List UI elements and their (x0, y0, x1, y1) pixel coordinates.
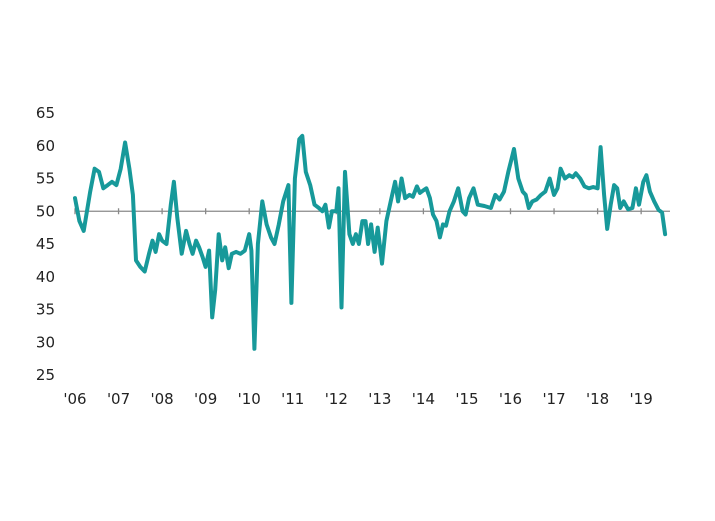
x-axis-tick-labels: '06 '07 '08 '09 '10 '11 '12 '13 '14 '15 '16 '17 '18 '… (63, 390, 652, 408)
x-tick-label: '14 (412, 390, 435, 408)
x-tick-label: '06 (63, 390, 86, 408)
y-tick-label: 25 (36, 366, 55, 384)
x-tick-label: '10 (238, 390, 261, 408)
x-tick-label: '11 (281, 390, 304, 408)
x-tick-label: '13 (368, 390, 391, 408)
y-tick-label: 45 (36, 235, 55, 253)
x-tick-label: '09 (194, 390, 217, 408)
y-tick-label: 40 (36, 268, 55, 286)
x-tick-label: '19 (630, 390, 653, 408)
y-tick-label: 60 (36, 137, 55, 155)
y-tick-label: 50 (36, 202, 55, 220)
x-tick-label: '17 (542, 390, 565, 408)
series-line (73, 133, 668, 351)
x-tick-label: '12 (325, 390, 348, 408)
y-tick-label: 35 (36, 301, 55, 319)
x-tick-label: '16 (499, 390, 522, 408)
x-tick-label: '18 (586, 390, 609, 408)
y-axis-tick-labels: 25 30 35 40 45 50 55 60 65 (36, 104, 55, 384)
x-tick-label: '08 (150, 390, 173, 408)
series-group (73, 133, 668, 351)
y-tick-label: 30 (36, 333, 55, 351)
y-tick-label: 65 (36, 104, 55, 122)
x-tick-label: '15 (455, 390, 478, 408)
y-tick-label: 55 (36, 170, 55, 188)
x-tick-label: '07 (107, 390, 130, 408)
